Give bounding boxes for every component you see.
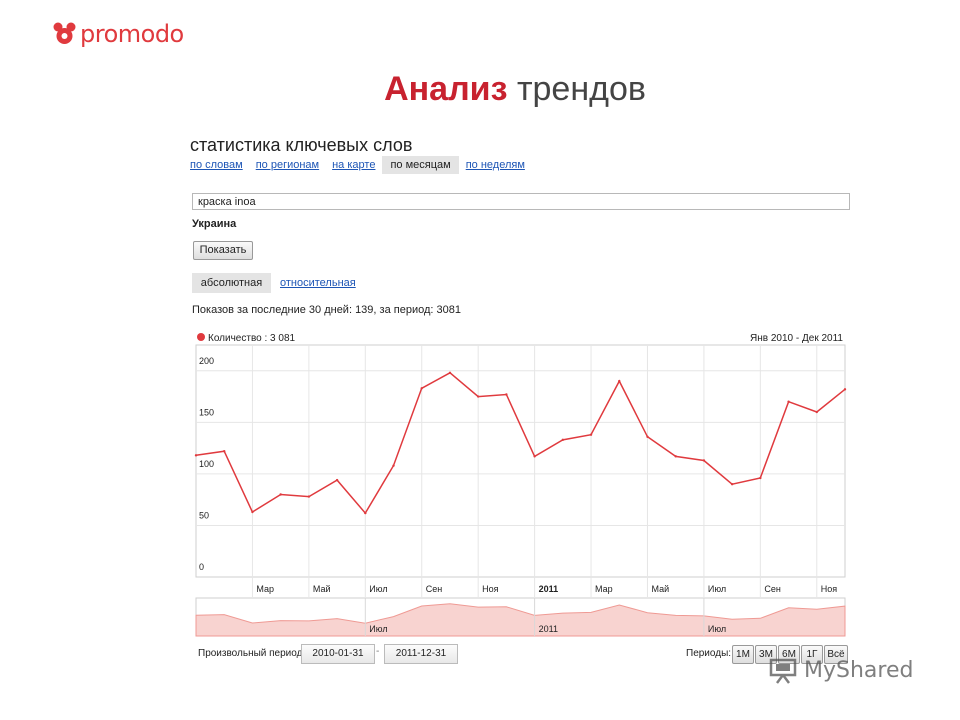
data-point (223, 450, 226, 453)
overview-tick-label: Июл (708, 624, 726, 634)
tab-by-regions[interactable]: по регионам (255, 159, 320, 171)
data-point (476, 395, 480, 398)
data-point (392, 464, 395, 467)
series-points (194, 371, 847, 515)
x-tick-label: 2011 (539, 584, 559, 594)
x-tick-label: Май (651, 584, 669, 594)
region-label: Украина (192, 218, 237, 230)
mode-relative-link[interactable]: относительная (280, 277, 356, 289)
period-all-button[interactable]: Всё (824, 645, 848, 664)
y-tick-label: 100 (199, 459, 214, 469)
chart-plot-area (195, 344, 846, 578)
tab-on-map[interactable]: на карте (332, 159, 376, 171)
overview-labels: Июл 2011 Июл (364, 598, 726, 636)
tab-by-words[interactable]: по словам (190, 159, 243, 171)
data-point (843, 388, 847, 391)
panel-title: статистика ключевых слов (190, 135, 413, 155)
x-tick-label: Сен (764, 584, 781, 594)
slide-title-rest: трендов (516, 70, 646, 108)
custom-period-label: Произвольный период: (198, 648, 306, 659)
date-separator: - (376, 646, 380, 657)
data-point (448, 371, 452, 375)
chart-grid-horizontal (196, 370, 845, 526)
overview-tick-label: 2011 (539, 624, 558, 634)
logo-text: promodo (80, 20, 184, 48)
presentation-icon (769, 658, 797, 684)
data-point (364, 511, 367, 515)
keyword-input[interactable]: краска inoa (192, 193, 850, 210)
myshared-watermark: MyShared (768, 655, 913, 685)
legend-marker-icon (197, 333, 205, 341)
tab-by-weeks[interactable]: по неделям (465, 159, 525, 171)
date-to-input[interactable]: 2011-12-31 (384, 644, 458, 664)
periods-label: Периоды: (686, 648, 732, 659)
data-point (420, 387, 423, 390)
y-axis-labels: 0 50 100 150 200 (199, 356, 214, 572)
y-tick-label: 150 (199, 407, 214, 417)
data-point (730, 483, 734, 486)
chart-grid-vertical (251, 345, 818, 597)
data-point (787, 400, 790, 403)
data-point (251, 510, 254, 514)
y-tick-label: 0 (199, 562, 204, 572)
data-point (335, 478, 339, 482)
x-tick-label: Ноя (482, 584, 499, 594)
overview-tick-label: Июл (369, 624, 387, 634)
x-tick-label: Сен (426, 584, 443, 594)
data-point (702, 459, 706, 462)
stats-text: Показов за последние 30 дней: 139, за пе… (192, 304, 461, 316)
series-line (195, 371, 846, 515)
slide-title: Анализ трендов (0, 70, 960, 109)
mode-absolute-tab[interactable]: абсолютная (192, 273, 271, 293)
x-tick-label: Май (313, 584, 331, 594)
data-point (505, 393, 508, 396)
date-from-input[interactable]: 2010-01-31 (301, 644, 375, 664)
data-point (674, 455, 677, 458)
x-tick-label: Мар (595, 584, 613, 594)
tab-by-months[interactable]: по месяцам (382, 156, 459, 174)
tab-bar: по словам по регионам на карте по месяца… (190, 156, 538, 174)
show-button[interactable]: Показать (193, 241, 253, 260)
data-point (279, 493, 282, 496)
data-point (307, 495, 311, 498)
data-point (759, 476, 762, 480)
x-tick-label: Июл (708, 584, 726, 594)
x-tick-label: Ноя (821, 584, 838, 594)
period-1m-button[interactable]: 1M (732, 645, 754, 664)
y-tick-label: 200 (199, 356, 214, 366)
chart-legend: Количество : 3 081 (208, 333, 295, 344)
promodo-logo-icon (52, 21, 78, 47)
promodo-logo: promodo (52, 20, 184, 48)
watermark-text: MyShared (804, 657, 914, 683)
data-point (618, 379, 621, 383)
x-tick-label: Июл (369, 584, 387, 594)
data-point (646, 435, 649, 438)
chart-range-label: Янв 2010 - Дек 2011 (750, 333, 843, 344)
x-axis-labels: Мар Май Июл Сен Ноя 2011 Мар Май Июл Сен Ноя (256, 584, 837, 594)
data-point (533, 455, 536, 458)
data-point (194, 454, 198, 457)
data-point (561, 438, 565, 442)
period-1y-button[interactable]: 1Г (801, 645, 823, 664)
y-tick-label: 50 (199, 510, 209, 520)
slide-title-bold: Анализ (384, 70, 508, 108)
data-point (815, 410, 818, 414)
data-point (589, 433, 593, 436)
x-tick-label: Мар (256, 584, 274, 594)
